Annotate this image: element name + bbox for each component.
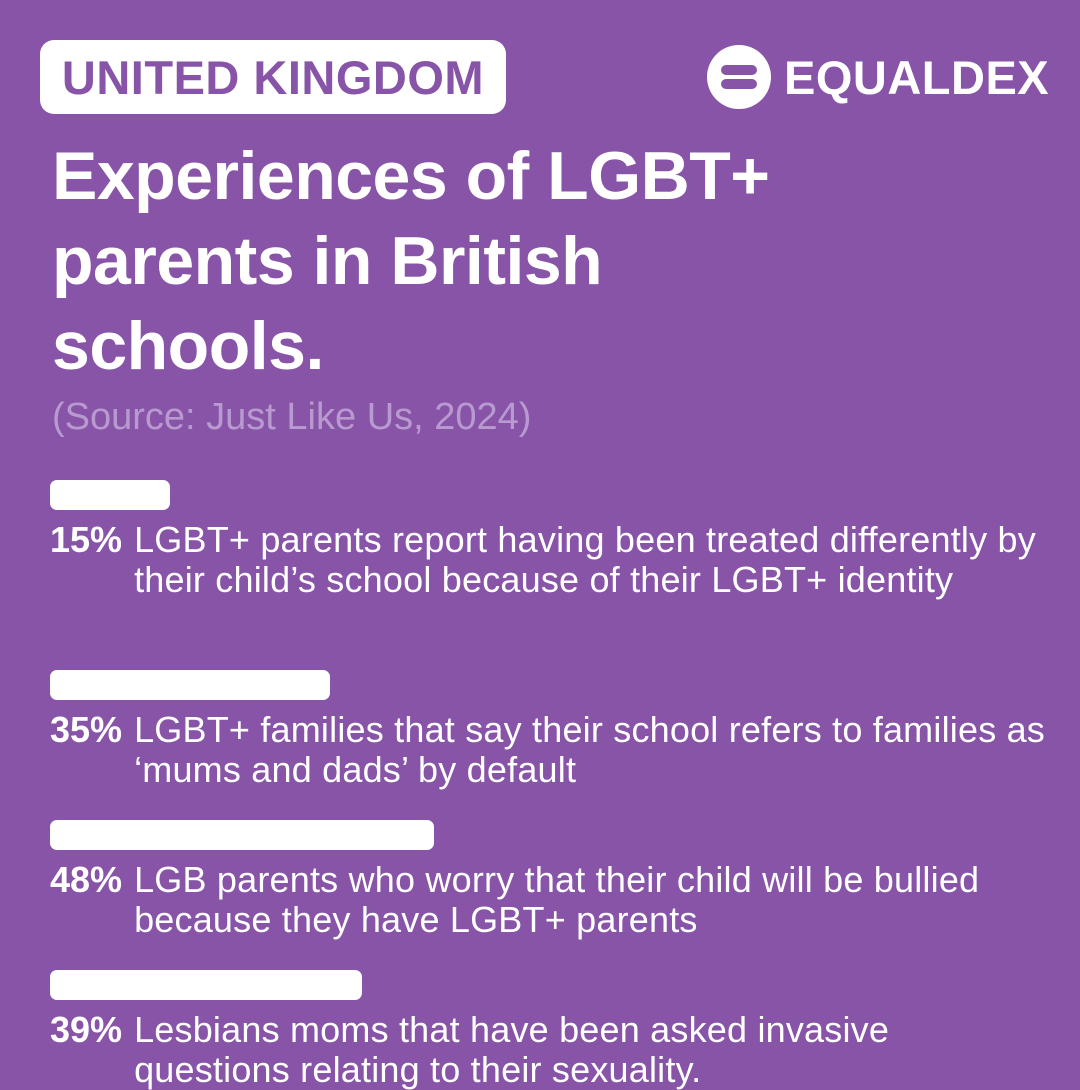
bar bbox=[50, 480, 170, 510]
category-label: Lesbians moms that have been asked invas… bbox=[134, 1009, 890, 1090]
country-label: UNITED KINGDOM bbox=[61, 50, 485, 104]
page-title: Experiences of LGBT+ parents in British … bbox=[52, 138, 770, 384]
source-note: (Source: Just Like Us, 2024) bbox=[52, 396, 532, 438]
value-label: 35% bbox=[50, 709, 123, 750]
value-label: 39% bbox=[50, 1009, 123, 1050]
brand: EQUALDEX bbox=[706, 44, 1049, 110]
stat-text-row: 48% LGB parents who worry that their chil… bbox=[50, 860, 1050, 940]
value-label: 48% bbox=[50, 859, 123, 900]
bar bbox=[50, 820, 434, 850]
stat-item: 15% LGBT+ parents report having been trea… bbox=[50, 480, 1050, 600]
stat-text-row: 15% LGBT+ parents report having been trea… bbox=[50, 520, 1050, 600]
bar bbox=[50, 670, 330, 700]
equaldex-logo-icon bbox=[707, 45, 771, 109]
stat-item: 48% LGB parents who worry that their chil… bbox=[50, 820, 1050, 940]
category-label: LGBT+ parents report having been treated… bbox=[134, 519, 1036, 600]
brand-name: EQUALDEX bbox=[784, 50, 1050, 104]
country-badge: UNITED KINGDOM bbox=[40, 40, 506, 114]
stat-item: 35% LGBT+ families that say their school … bbox=[50, 670, 1050, 790]
value-label: 15% bbox=[50, 519, 123, 560]
bar bbox=[50, 970, 362, 1000]
stat-text-row: 35% LGBT+ families that say their school … bbox=[50, 710, 1050, 790]
category-label: LGBT+ families that say their school ref… bbox=[134, 709, 1046, 790]
stat-text-row: 39% Lesbians moms that have been asked in… bbox=[50, 1010, 1050, 1090]
category-label: LGB parents who worry that their child w… bbox=[134, 859, 980, 940]
stat-item: 39% Lesbians moms that have been asked in… bbox=[50, 970, 1050, 1090]
